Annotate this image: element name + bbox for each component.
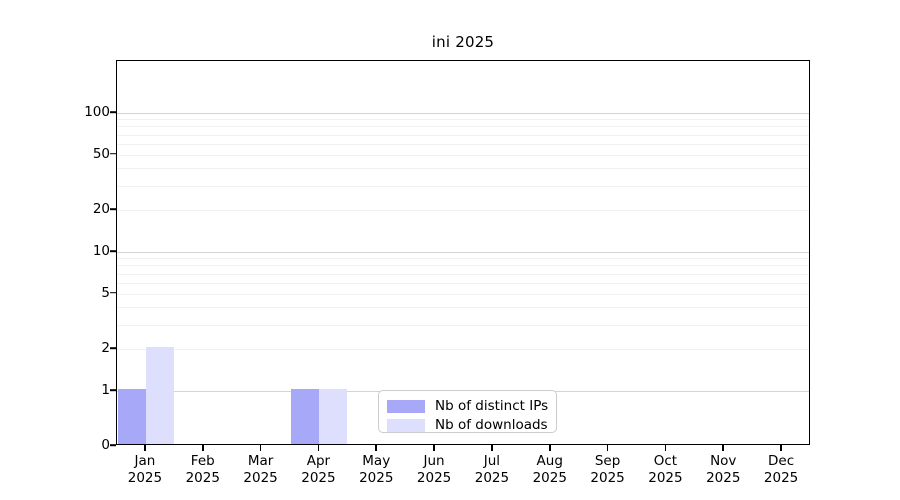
- y-axis-tick-label: 5: [101, 284, 110, 301]
- x-axis-tick-mark: [664, 445, 667, 451]
- y-axis-tick-marks: [110, 0, 117, 500]
- x-tick-year: 2025: [127, 470, 163, 486]
- gridline-minor: [117, 265, 809, 267]
- x-axis-tick-label: Oct 2025: [648, 453, 682, 487]
- x-tick-month: Dec: [768, 453, 795, 469]
- x-axis-tick-mark: [548, 445, 551, 451]
- plot-area: [116, 60, 810, 445]
- legend-swatch-ips: [387, 399, 425, 413]
- y-axis-tick-mark: [110, 347, 116, 349]
- x-axis-tick-mark: [259, 445, 262, 451]
- x-axis-tick-label: Nov 2025: [706, 453, 740, 487]
- x-axis-tick-label: Apr 2025: [301, 453, 335, 487]
- y-axis-tick-label: 2: [101, 340, 110, 357]
- x-tick-month: Jan: [134, 453, 156, 469]
- gridline-minor: [117, 324, 809, 326]
- x-tick-month: Sep: [594, 453, 621, 469]
- x-tick-year: 2025: [648, 470, 683, 486]
- x-axis-tick-label: May 2025: [359, 453, 393, 487]
- x-axis-tick-label: Feb 2025: [186, 453, 220, 487]
- gridline-minor: [117, 349, 809, 351]
- x-tick-year: 2025: [185, 470, 220, 486]
- x-tick-year: 2025: [706, 470, 741, 486]
- x-axis-tick-mark: [317, 445, 320, 451]
- y-axis-tick-label: 20: [92, 201, 110, 218]
- gridline-minor: [117, 293, 809, 295]
- chart-legend: Nb of distinct IPs Nb of downloads: [378, 390, 557, 433]
- gridline-major: [117, 113, 809, 114]
- chart-title: ini 2025: [431, 33, 495, 51]
- x-tick-month: Jun: [423, 453, 445, 469]
- x-tick-month: Apr: [306, 453, 331, 469]
- x-axis-tick-mark: [375, 445, 378, 451]
- y-axis-tick-label: 1: [101, 382, 110, 398]
- x-tick-month: Jul: [483, 453, 501, 469]
- gridline-minor: [117, 273, 809, 275]
- x-tick-month: Oct: [653, 453, 678, 469]
- y-axis-tick-label: 100: [84, 104, 110, 120]
- gridline-minor: [117, 126, 809, 128]
- x-axis-tick-mark: [144, 445, 146, 451]
- y-axis-tick-mark: [110, 208, 116, 210]
- x-tick-year: 2025: [763, 470, 799, 486]
- legend-item: Nb of distinct IPs: [387, 397, 548, 415]
- legend-label: Nb of downloads: [435, 417, 548, 433]
- x-axis-tick-label: Sep 2025: [590, 453, 624, 487]
- x-tick-year: 2025: [301, 470, 336, 486]
- x-axis-tick-mark: [606, 445, 609, 451]
- gridline-minor: [117, 210, 809, 212]
- x-tick-year: 2025: [416, 470, 452, 486]
- x-tick-month: Aug: [536, 453, 563, 469]
- y-axis-tick-mark: [110, 153, 116, 155]
- gridline-minor: [117, 307, 809, 309]
- x-axis-tick-mark: [722, 445, 725, 451]
- y-axis-tick-mark: [110, 444, 116, 446]
- x-axis-tick-mark: [201, 445, 204, 451]
- bar-distinct-ips: [291, 389, 320, 444]
- gridline-minor: [117, 134, 809, 136]
- y-axis-tick-label: 50: [92, 145, 110, 162]
- x-tick-month: Mar: [247, 453, 274, 469]
- gridline-minor: [117, 168, 809, 170]
- bar-downloads: [319, 389, 348, 444]
- x-tick-year: 2025: [590, 470, 625, 486]
- y-axis-tick-mark: [110, 292, 116, 294]
- x-axis-tick-label: Mar 2025: [243, 453, 277, 487]
- x-tick-month: May: [362, 453, 391, 469]
- bar-distinct-ips: [117, 389, 146, 444]
- x-axis-tick-label: Jan 2025: [128, 453, 162, 487]
- gridline-minor: [117, 154, 809, 156]
- gridline-major: [117, 252, 809, 253]
- y-axis-tick-mark: [110, 250, 116, 252]
- y-axis-tick-label: 0: [101, 437, 110, 453]
- x-tick-year: 2025: [474, 470, 510, 486]
- gridline-minor: [117, 282, 809, 284]
- x-tick-year: 2025: [532, 470, 567, 486]
- x-axis-tick-label: Jun 2025: [417, 453, 451, 487]
- x-axis-tick-label: Aug 2025: [533, 453, 567, 487]
- y-axis-tick-label: 10: [92, 243, 110, 259]
- x-axis-tick-label: Dec 2025: [764, 453, 798, 487]
- x-axis-tick-mark: [780, 445, 782, 451]
- gridline-minor: [117, 119, 809, 121]
- x-tick-year: 2025: [359, 470, 394, 486]
- legend-item: Nb of downloads: [387, 416, 548, 434]
- x-tick-month: Nov: [710, 453, 737, 469]
- legend-swatch-dls: [387, 418, 425, 432]
- x-axis-tick-label: Jul 2025: [475, 453, 509, 487]
- x-tick-month: Feb: [190, 453, 215, 469]
- y-axis-tick-mark: [110, 389, 116, 391]
- x-axis-tick-mark: [433, 445, 435, 451]
- y-axis-tick-labels: 0 1 2 5 10 20 50 100: [0, 0, 110, 500]
- y-axis-tick-mark: [110, 111, 116, 113]
- bar-downloads: [145, 347, 174, 444]
- x-tick-year: 2025: [243, 470, 278, 486]
- gridline-minor: [117, 143, 809, 145]
- legend-label: Nb of distinct IPs: [435, 398, 549, 414]
- x-axis-tick-mark: [491, 445, 493, 451]
- gridline-minor: [117, 258, 809, 260]
- gridline-minor: [117, 185, 809, 187]
